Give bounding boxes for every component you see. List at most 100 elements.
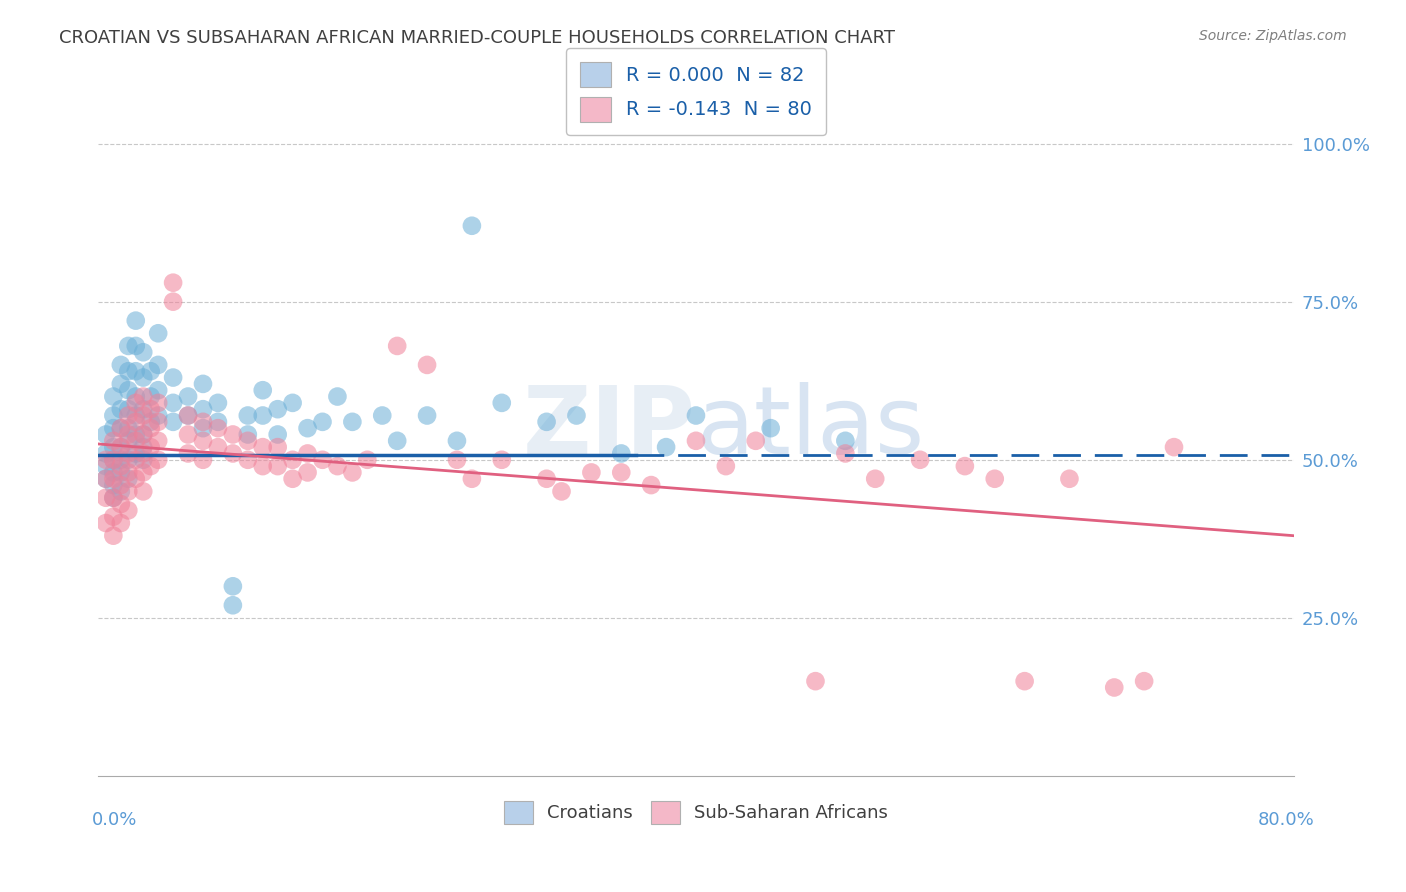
Point [125, 434, 148, 448]
Point [385, 339, 409, 353]
Point [125, 452, 148, 467]
Point [110, 459, 132, 474]
Point [117, 446, 139, 460]
Point [132, 345, 155, 359]
Point [132, 466, 155, 480]
Point [191, 415, 214, 429]
Point [103, 452, 125, 467]
Point [311, 415, 333, 429]
Point [536, 415, 558, 429]
Point [117, 339, 139, 353]
Point [461, 219, 484, 233]
Point [148, 409, 170, 423]
Point [236, 434, 259, 448]
Point [117, 421, 139, 435]
Point [281, 396, 304, 410]
Point [110, 421, 132, 435]
Point [565, 409, 588, 423]
Point [125, 396, 148, 410]
Point [132, 484, 155, 499]
Point [297, 446, 319, 460]
Point [103, 421, 125, 435]
Point [110, 452, 132, 467]
Point [162, 396, 184, 410]
Point [103, 390, 125, 404]
Point [236, 409, 259, 423]
Point [110, 376, 132, 391]
Point [655, 440, 678, 454]
Point [117, 503, 139, 517]
Point [610, 466, 633, 480]
Point [148, 396, 170, 410]
Point [139, 390, 162, 404]
Point [371, 409, 394, 423]
Point [139, 440, 162, 454]
Point [491, 396, 513, 410]
Point [125, 427, 148, 442]
Point [125, 364, 148, 378]
Point [416, 409, 439, 423]
Point [139, 364, 162, 378]
Point [342, 466, 364, 480]
Text: CROATIAN VS SUBSAHARAN AFRICAN MARRIED-COUPLE HOUSEHOLDS CORRELATION CHART: CROATIAN VS SUBSAHARAN AFRICAN MARRIED-C… [59, 29, 896, 47]
Point [117, 434, 139, 448]
Point [461, 472, 484, 486]
Point [984, 472, 1007, 486]
Point [110, 421, 132, 435]
Point [139, 415, 162, 429]
Point [132, 452, 155, 467]
Point [1104, 681, 1126, 695]
Point [804, 674, 827, 689]
Point [103, 452, 125, 467]
Point [191, 421, 214, 435]
Point [297, 466, 319, 480]
Point [94, 491, 117, 505]
Point [267, 440, 290, 454]
Point [103, 491, 125, 505]
Point [103, 491, 125, 505]
Point [94, 459, 117, 474]
Point [125, 409, 148, 423]
Text: 80.0%: 80.0% [1258, 811, 1315, 829]
Point [222, 599, 245, 613]
Point [252, 459, 274, 474]
Point [834, 434, 856, 448]
Point [222, 579, 245, 593]
Point [94, 446, 117, 460]
Point [267, 459, 290, 474]
Point [103, 434, 125, 448]
Point [685, 409, 707, 423]
Point [177, 390, 200, 404]
Point [162, 370, 184, 384]
Point [103, 509, 125, 524]
Point [139, 421, 162, 435]
Point [385, 434, 409, 448]
Point [236, 427, 259, 442]
Point [326, 459, 349, 474]
Point [103, 472, 125, 486]
Text: 0.0%: 0.0% [91, 811, 136, 829]
Point [125, 472, 148, 486]
Point [148, 415, 170, 429]
Point [139, 402, 162, 417]
Point [132, 446, 155, 460]
Point [191, 376, 214, 391]
Point [207, 415, 229, 429]
Point [103, 466, 125, 480]
Point [117, 472, 139, 486]
Point [110, 440, 132, 454]
Point [94, 427, 117, 442]
Point [110, 516, 132, 530]
Point [103, 440, 125, 454]
Point [132, 370, 155, 384]
Point [685, 434, 707, 448]
Point [1014, 674, 1036, 689]
Point [177, 409, 200, 423]
Point [326, 390, 349, 404]
Point [177, 446, 200, 460]
Point [610, 446, 633, 460]
Point [148, 358, 170, 372]
Point [132, 440, 155, 454]
Point [252, 383, 274, 397]
Point [267, 402, 290, 417]
